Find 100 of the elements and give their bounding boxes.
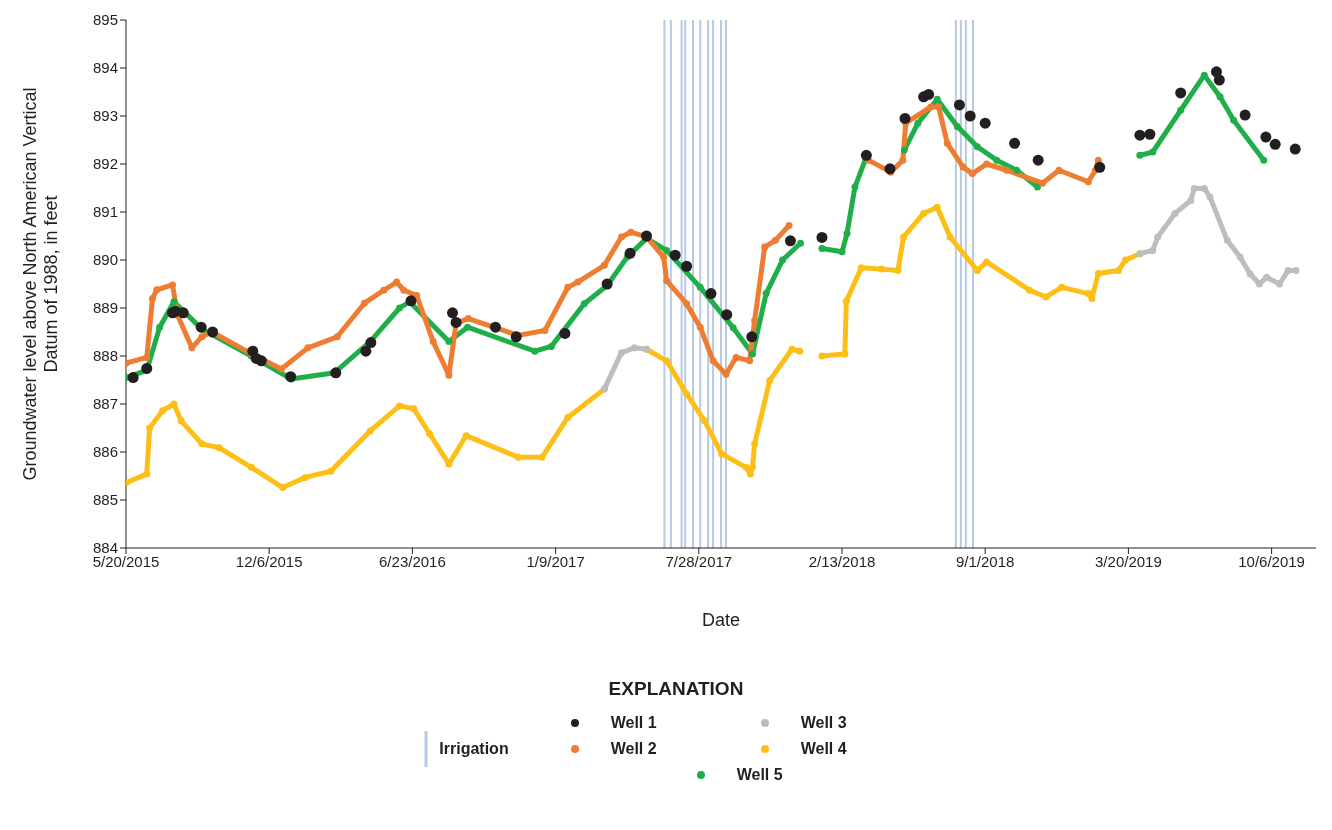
point bbox=[1284, 267, 1292, 275]
point bbox=[742, 463, 750, 471]
point bbox=[285, 371, 297, 383]
x-tick-label: 10/6/2019 bbox=[1238, 552, 1305, 570]
legend-label: Well 5 bbox=[736, 766, 783, 784]
point bbox=[1136, 151, 1144, 159]
point bbox=[360, 345, 372, 357]
point bbox=[547, 342, 555, 350]
point bbox=[1171, 209, 1179, 217]
point bbox=[1084, 290, 1092, 298]
point bbox=[304, 344, 312, 352]
point bbox=[159, 407, 167, 415]
point bbox=[705, 288, 717, 300]
point bbox=[630, 344, 638, 352]
point bbox=[749, 463, 756, 471]
point bbox=[580, 300, 588, 308]
x-tick-label: 7/28/2017 bbox=[665, 552, 733, 570]
y-tick-label: 886 bbox=[92, 443, 118, 461]
point bbox=[559, 327, 571, 339]
point bbox=[1260, 131, 1272, 143]
point bbox=[1042, 293, 1050, 301]
y-tick-label: 890 bbox=[92, 251, 118, 269]
point bbox=[564, 413, 572, 421]
point bbox=[1175, 87, 1187, 99]
point bbox=[156, 323, 164, 331]
point bbox=[541, 327, 549, 335]
x-tick-label: 12/6/2015 bbox=[235, 552, 303, 570]
point bbox=[143, 470, 151, 478]
point bbox=[860, 149, 872, 161]
point bbox=[1144, 128, 1156, 140]
point bbox=[1038, 179, 1046, 187]
point bbox=[663, 357, 671, 365]
point bbox=[247, 463, 255, 471]
point bbox=[169, 281, 177, 289]
point bbox=[943, 139, 951, 147]
point bbox=[1230, 116, 1238, 124]
point bbox=[751, 316, 759, 324]
legend-label: Well 2 bbox=[610, 740, 657, 758]
point bbox=[366, 427, 374, 435]
point bbox=[1269, 138, 1281, 150]
point bbox=[1289, 143, 1301, 155]
point bbox=[146, 424, 154, 432]
point bbox=[617, 233, 625, 241]
point bbox=[410, 405, 418, 413]
point bbox=[746, 357, 754, 365]
point bbox=[1200, 184, 1208, 192]
point bbox=[683, 300, 691, 308]
point bbox=[127, 372, 139, 384]
point bbox=[796, 239, 804, 247]
point bbox=[701, 417, 709, 425]
point bbox=[766, 376, 774, 384]
y-tick-label: 892 bbox=[92, 155, 118, 173]
point bbox=[900, 146, 908, 154]
y-tick-label: 895 bbox=[92, 11, 118, 29]
point bbox=[788, 345, 796, 353]
point bbox=[447, 307, 458, 319]
x-tick-label: 1/9/2017 bbox=[526, 552, 585, 570]
point bbox=[141, 362, 153, 374]
point bbox=[779, 256, 787, 264]
x-tick-label: 9/1/2018 bbox=[956, 552, 1015, 570]
legend-label: Well 1 bbox=[610, 714, 657, 732]
point bbox=[1255, 280, 1263, 288]
point bbox=[464, 315, 472, 323]
point bbox=[1013, 166, 1021, 174]
point bbox=[1236, 253, 1244, 261]
y-tick-label: 891 bbox=[92, 203, 118, 221]
point bbox=[884, 163, 896, 175]
point bbox=[1187, 196, 1195, 204]
point bbox=[681, 260, 693, 272]
point bbox=[663, 246, 671, 254]
x-axis-title: Date bbox=[701, 610, 741, 630]
point bbox=[785, 221, 793, 229]
y-tick-label: 889 bbox=[92, 299, 118, 317]
point bbox=[746, 331, 758, 343]
point bbox=[1094, 269, 1102, 277]
point bbox=[920, 209, 928, 217]
point bbox=[718, 450, 726, 458]
point bbox=[983, 160, 991, 168]
legend-label: Well 3 bbox=[800, 714, 847, 732]
point bbox=[843, 230, 851, 238]
point bbox=[153, 286, 161, 294]
y-tick-label: 893 bbox=[92, 107, 118, 125]
point bbox=[761, 243, 769, 251]
point bbox=[195, 321, 207, 333]
point bbox=[946, 233, 954, 241]
point bbox=[277, 365, 285, 373]
point bbox=[198, 333, 206, 341]
point bbox=[1206, 193, 1214, 201]
point bbox=[143, 353, 151, 361]
point bbox=[489, 321, 501, 333]
point bbox=[1216, 93, 1224, 101]
point bbox=[959, 163, 967, 171]
point bbox=[973, 143, 981, 151]
point bbox=[396, 304, 404, 312]
legend-label: Well 4 bbox=[800, 740, 847, 758]
point bbox=[1003, 166, 1011, 174]
point bbox=[796, 347, 804, 355]
point bbox=[729, 324, 737, 332]
point bbox=[663, 277, 671, 285]
point bbox=[1026, 286, 1034, 294]
